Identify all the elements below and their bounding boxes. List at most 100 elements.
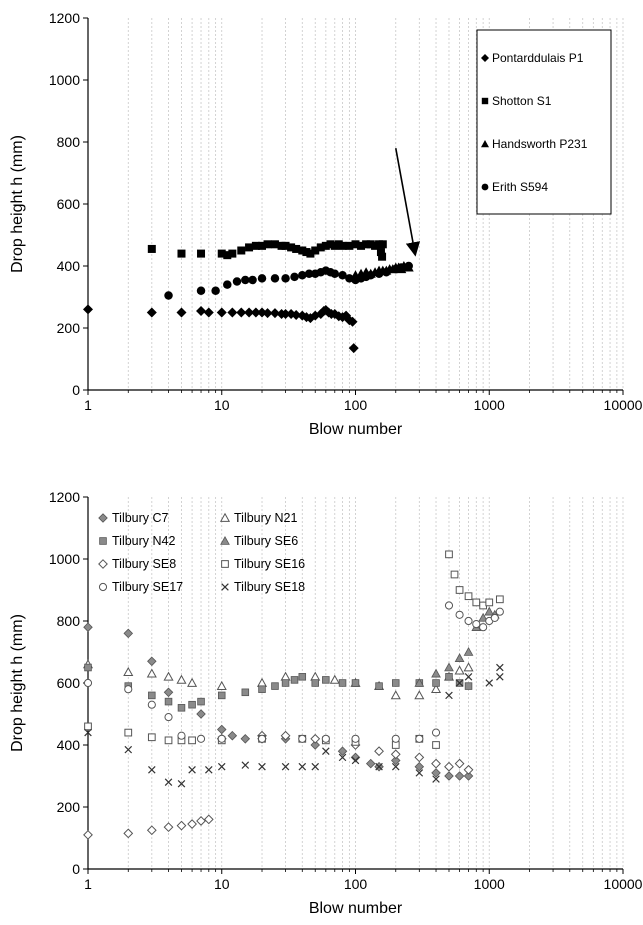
legend-marker (220, 535, 230, 545)
data-point (472, 620, 481, 629)
data-point (216, 307, 227, 318)
x-tick-label: 100 (344, 876, 368, 892)
series-1 (147, 240, 387, 261)
data-point (472, 598, 481, 607)
data-point (351, 734, 360, 743)
data-point (163, 687, 174, 698)
data-point (454, 653, 465, 662)
data-point (228, 249, 237, 258)
legend-marker (98, 513, 108, 523)
data-point (371, 241, 380, 250)
data-point (432, 775, 440, 783)
data-point (464, 673, 473, 681)
data-point (378, 252, 387, 261)
data-point (311, 679, 319, 687)
data-point (298, 246, 307, 255)
legend-marker (221, 583, 229, 591)
data-point (176, 674, 187, 684)
data-point (485, 598, 494, 607)
data-point (232, 277, 242, 286)
data-point (270, 240, 279, 249)
data-point (298, 734, 307, 743)
data-point (463, 662, 474, 672)
data-point (237, 246, 246, 255)
data-point (290, 272, 299, 282)
data-point (414, 690, 425, 700)
y-tick-label: 1000 (49, 551, 80, 567)
data-point (291, 309, 302, 320)
data-point (404, 261, 413, 271)
data-point (124, 685, 133, 694)
data-point (196, 305, 207, 316)
data-point (146, 307, 157, 318)
legend-marker (99, 537, 107, 545)
data-point (329, 674, 340, 684)
data-point (362, 240, 371, 249)
data-point (455, 679, 464, 687)
x-tick-label: 10 (214, 876, 230, 892)
data-point (241, 688, 250, 697)
data-point (430, 683, 442, 694)
y-tick-label: 200 (57, 320, 81, 336)
data-point (164, 713, 173, 722)
data-point (196, 286, 206, 296)
data-point (431, 668, 441, 678)
data-point (244, 307, 255, 318)
data-point (338, 241, 347, 250)
data-point (176, 307, 187, 318)
legend-label: Tilbury C7 (112, 511, 169, 525)
data-point (479, 623, 488, 632)
data-point (382, 267, 391, 277)
data-point (432, 679, 440, 687)
legend-label: Tilbury SE17 (112, 580, 183, 594)
data-point (205, 766, 213, 774)
series-0 (83, 304, 359, 354)
data-point (298, 762, 307, 771)
data-point (211, 286, 220, 296)
data-point (241, 275, 250, 285)
data-point (281, 241, 290, 250)
data-point (164, 291, 173, 300)
data-point (351, 240, 360, 249)
data-point (290, 676, 299, 684)
y-tick-label: 0 (72, 861, 80, 877)
data-point (147, 244, 156, 253)
y-tick-label: 800 (57, 613, 81, 629)
data-point (123, 628, 134, 639)
data-point (84, 663, 92, 672)
x-tick-label: 10000 (604, 397, 643, 413)
legend-label: Tilbury SE16 (234, 557, 305, 571)
data-point (464, 682, 473, 690)
data-point (431, 768, 441, 778)
data-point (271, 682, 279, 690)
x-tick-label: 1000 (474, 876, 505, 892)
legend-marker (219, 512, 231, 522)
data-point (326, 240, 335, 249)
data-point (432, 741, 440, 749)
data-point (196, 734, 206, 743)
legend-label: Tilbury SE6 (234, 534, 298, 548)
data-point (164, 778, 173, 786)
y-tick-label: 400 (57, 737, 81, 753)
data-point (444, 771, 454, 781)
legend: Pontarddulais P1 Shotton S1 Handsworth P23… (476, 29, 612, 215)
legend-marker (481, 54, 489, 62)
y-tick-label: 1200 (49, 10, 80, 26)
data-point (240, 734, 251, 744)
data-point (281, 762, 290, 771)
y-tick-label: 1200 (49, 489, 80, 505)
annotation-arrow (394, 148, 421, 257)
data-point (464, 616, 473, 626)
y-tick-label: 1000 (49, 72, 80, 88)
data-point (374, 746, 384, 757)
data-point (390, 755, 401, 766)
data-point (258, 241, 267, 250)
data-point (83, 304, 93, 315)
data-point (375, 682, 383, 690)
y-tick-label: 0 (72, 382, 80, 398)
data-point (357, 241, 366, 250)
data-point (351, 756, 360, 765)
data-point (338, 271, 347, 280)
data-point (124, 745, 133, 754)
